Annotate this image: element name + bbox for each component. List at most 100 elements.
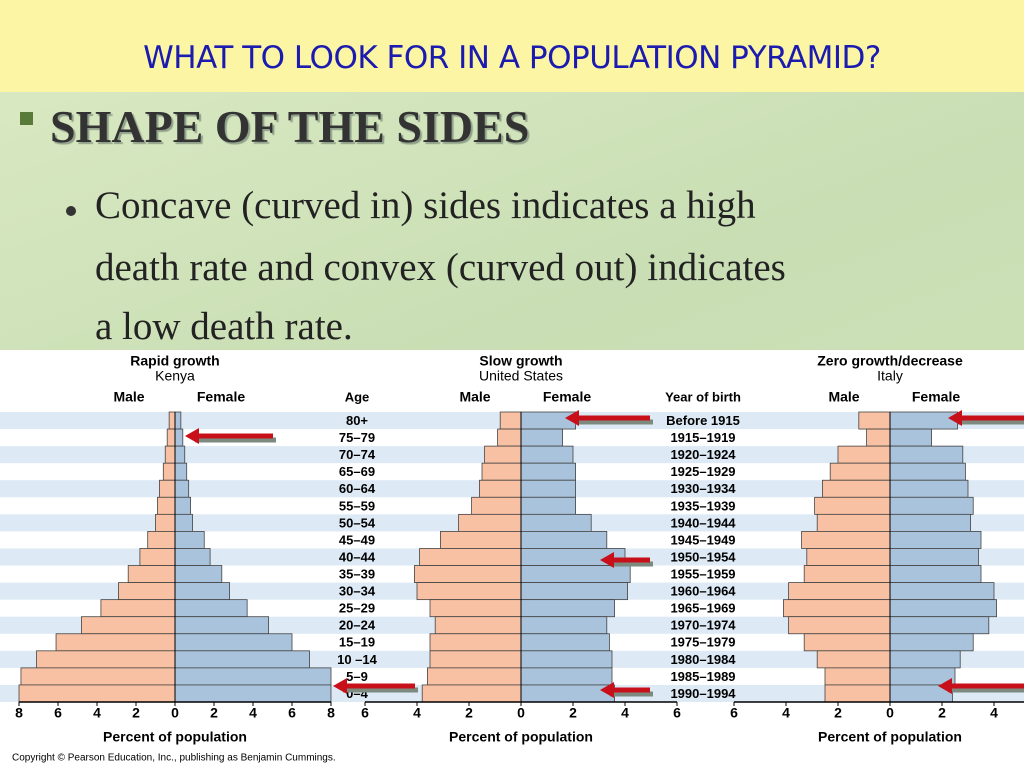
bar <box>520 445 574 464</box>
bar <box>20 667 176 686</box>
x-tick-label: 6 <box>361 705 369 721</box>
bar <box>429 599 522 618</box>
x-tick-label: 8 <box>327 705 335 721</box>
x-tick-label: 6 <box>54 705 62 721</box>
bullet-text: death rate and convex (curved out) indic… <box>95 246 786 289</box>
x-tick-label: 0 <box>886 705 894 721</box>
bar <box>127 565 176 583</box>
category-label: 35–39 <box>339 566 375 581</box>
category-label: 50–54 <box>339 515 376 530</box>
bar <box>889 531 982 549</box>
x-tick-label: 2 <box>210 705 218 721</box>
x-axis-label: Percent of population <box>449 729 593 745</box>
chart-title: Rapid growth <box>130 353 219 369</box>
bar <box>174 513 193 532</box>
bar <box>837 445 891 464</box>
x-tick-label: 6 <box>673 705 681 721</box>
bar <box>824 667 891 686</box>
x-tick-label: 2 <box>569 705 577 721</box>
bar <box>889 548 979 566</box>
category-label: 25–29 <box>339 601 375 616</box>
chart-panel: Copyright © Pearson Education, Inc., pub… <box>0 350 1024 768</box>
bar <box>439 531 522 549</box>
copyright: Copyright © Pearson Education, Inc., pub… <box>12 753 336 764</box>
bar <box>889 496 974 515</box>
bar <box>413 565 522 583</box>
bar <box>429 633 522 652</box>
bar <box>822 479 891 498</box>
category-label: 1965–1969 <box>670 601 735 616</box>
y-axis-label: Year of birth <box>665 389 741 404</box>
bar <box>520 462 576 481</box>
bar <box>174 548 211 566</box>
bar <box>471 496 522 515</box>
bar <box>118 582 176 601</box>
category-label: 1970–1974 <box>670 618 736 633</box>
bar <box>155 513 176 532</box>
bar <box>866 428 891 447</box>
bar <box>174 599 248 618</box>
category-label: 70–74 <box>339 447 376 462</box>
bar <box>174 531 205 549</box>
category-label: 1955–1959 <box>670 566 735 581</box>
bar <box>426 667 522 686</box>
category-label: 1960–1964 <box>670 584 736 599</box>
category-label: 20–24 <box>339 618 376 633</box>
bar <box>889 582 995 601</box>
bar <box>36 650 176 669</box>
bar <box>889 650 961 669</box>
x-tick-label: 0 <box>171 705 179 721</box>
bar <box>520 582 628 601</box>
bar <box>520 633 610 652</box>
x-tick-label: 4 <box>782 705 790 721</box>
x-tick-label: 2 <box>465 705 473 721</box>
arrow <box>600 682 653 698</box>
bar <box>458 513 522 532</box>
chart-subtitle: Kenya <box>155 368 195 384</box>
y-axis-label: Age <box>345 389 370 404</box>
bar <box>419 548 522 566</box>
legend-label: Male <box>459 389 490 405</box>
x-tick-label: 8 <box>15 705 23 721</box>
chart-title: Slow growth <box>479 353 562 369</box>
legend-label: Female <box>197 389 245 405</box>
category-label: 1920–1924 <box>670 447 736 462</box>
bar <box>889 479 969 498</box>
x-tick-label: 4 <box>621 705 629 721</box>
bar <box>824 684 891 703</box>
arrow-head <box>333 678 347 694</box>
x-axis-label: Percent of population <box>818 729 962 745</box>
category-label: 1935–1939 <box>670 498 735 513</box>
bar <box>100 599 176 618</box>
arrow <box>948 410 1024 426</box>
category-label: 30–34 <box>339 584 376 599</box>
category-label: 45–49 <box>339 532 375 547</box>
bar <box>816 650 891 669</box>
bar <box>520 496 576 515</box>
bar <box>889 616 990 635</box>
x-tick-label: 2 <box>938 705 946 721</box>
bar <box>520 650 613 669</box>
category-label: 60–64 <box>339 481 376 496</box>
category-label: 1950–1954 <box>670 549 736 564</box>
bar <box>168 411 176 430</box>
category-label: 65–69 <box>339 464 375 479</box>
bar <box>889 462 966 481</box>
category-label: 75–79 <box>339 430 375 445</box>
category-label: 40–44 <box>339 549 376 564</box>
category-label: 1975–1979 <box>670 635 735 650</box>
bar <box>174 445 186 464</box>
legend-label: Female <box>912 389 960 405</box>
bar <box>520 684 615 703</box>
category-label: 15–19 <box>339 635 375 650</box>
bar <box>520 616 608 635</box>
bar <box>174 582 230 601</box>
bar <box>162 462 176 481</box>
category-label: 1940–1944 <box>670 515 736 530</box>
x-tick-label: 4 <box>990 705 998 721</box>
bar <box>139 548 176 566</box>
bullet-text: a low death rate. <box>95 305 353 348</box>
bar <box>520 565 631 583</box>
arrow <box>600 552 653 568</box>
